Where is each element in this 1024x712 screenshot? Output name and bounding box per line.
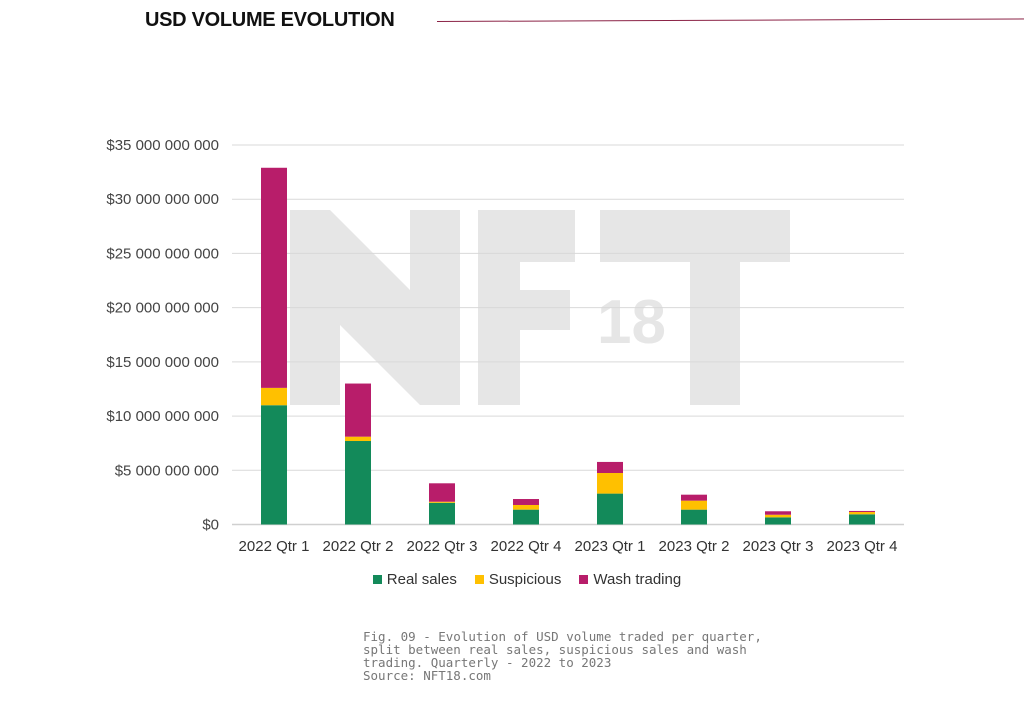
bar-wash-trading (429, 483, 455, 502)
x-tick-label: 2023 Qtr 4 (827, 538, 898, 555)
legend-label: Wash trading (593, 571, 682, 588)
svg-text:18: 18 (597, 288, 666, 357)
figure-caption: Fig. 09 - Evolution of USD volume traded… (363, 629, 762, 683)
bar-suspicious (345, 436, 371, 442)
bar-suspicious (849, 512, 875, 515)
y-tick-label: $5 000 000 000 (115, 462, 219, 479)
y-tick-label: $0 (202, 517, 219, 534)
x-tick-label: 2023 Qtr 1 (575, 538, 646, 555)
bar-real-sales (345, 441, 371, 525)
bar-real-sales (681, 509, 707, 525)
bar-real-sales (597, 493, 623, 525)
y-tick-label: $10 000 000 000 (106, 408, 219, 425)
bar-wash-trading (261, 167, 287, 388)
legend-swatch (372, 575, 382, 584)
chart-legend: Real sales Suspicious Wash trading (0, 571, 1024, 588)
legend-swatch (579, 575, 589, 584)
legend-label: Real sales (386, 571, 457, 588)
bar-wash-trading (849, 510, 875, 513)
x-tick-label: 2023 Qtr 3 (743, 538, 814, 555)
legend-label: Suspicious (488, 571, 562, 588)
legend-swatch (474, 575, 484, 584)
bar-real-sales (261, 405, 287, 525)
bar-suspicious (513, 504, 539, 510)
page-title: USD VOLUME EVOLUTION (145, 9, 395, 31)
legend-item: Suspicious (474, 571, 562, 588)
bar-real-sales (513, 509, 539, 525)
bar-wash-trading (765, 511, 791, 515)
bar-wash-trading (597, 461, 623, 473)
legend-item: Wash trading (579, 571, 681, 588)
x-tick-label: 2023 Qtr 2 (659, 538, 730, 555)
bar-suspicious (597, 472, 623, 494)
bar-wash-trading (681, 494, 707, 501)
bar-real-sales (429, 502, 455, 525)
x-tick-label: 2022 Qtr 2 (323, 538, 394, 555)
y-tick-label: $15 000 000 000 (106, 354, 219, 371)
y-tick-label: $25 000 000 000 (106, 245, 219, 262)
x-tick-label: 2022 Qtr 4 (491, 538, 562, 555)
x-tick-label: 2022 Qtr 3 (407, 538, 478, 555)
y-tick-label: $20 000 000 000 (106, 300, 219, 317)
bar-real-sales (849, 514, 875, 525)
bar-suspicious (765, 514, 791, 518)
y-tick-label: $35 000 000 000 (106, 137, 219, 154)
bar-real-sales (765, 517, 791, 525)
x-tick-label: 2022 Qtr 1 (239, 538, 310, 555)
y-tick-label: $30 000 000 000 (106, 191, 219, 208)
legend-item: Real sales (372, 571, 457, 588)
bar-suspicious (429, 501, 455, 503)
bar-suspicious (681, 500, 707, 510)
bar-wash-trading (513, 499, 539, 505)
bar-suspicious (261, 387, 287, 406)
bar-wash-trading (345, 383, 371, 437)
